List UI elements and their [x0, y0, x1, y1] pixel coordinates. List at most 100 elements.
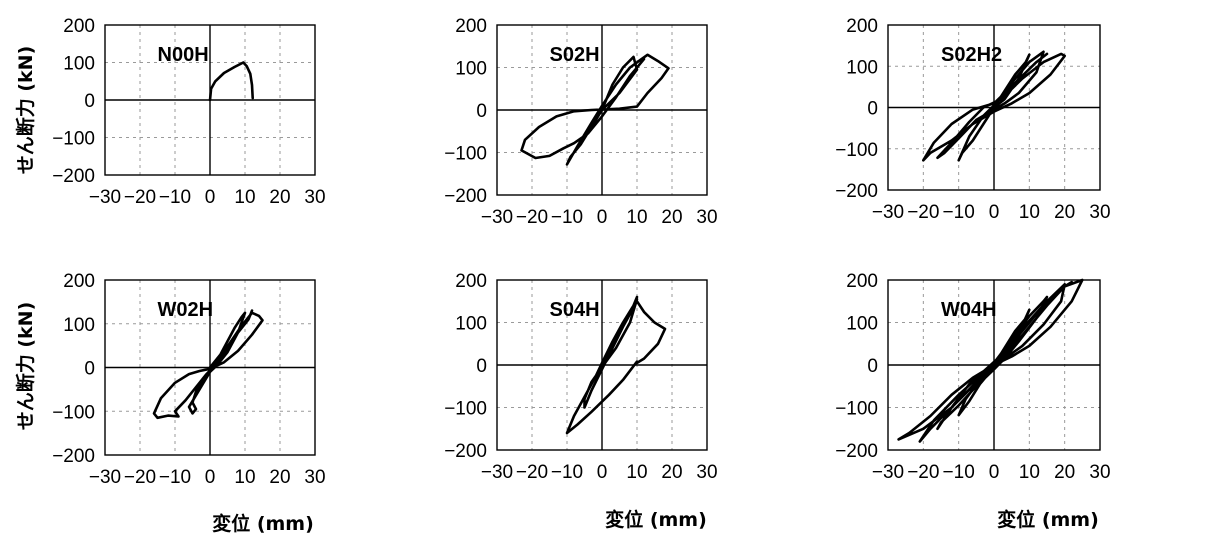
- y-tick-label: 200: [455, 16, 487, 37]
- x-tick-label: −20: [516, 462, 548, 483]
- x-tick-label: −10: [159, 467, 191, 488]
- x-tick-label: 30: [304, 467, 325, 488]
- plot-frame: [887, 24, 1101, 191]
- panel-title: S02H: [550, 44, 600, 66]
- hysteresis-curve: [565, 295, 667, 435]
- x-tick-label: −20: [907, 462, 939, 483]
- x-tick-label: 10: [626, 207, 647, 228]
- x-tick-label: 20: [661, 207, 682, 228]
- x-tick-label: 30: [1089, 202, 1110, 223]
- x-tick-label: −30: [481, 207, 513, 228]
- hysteresis-curve: [208, 61, 254, 102]
- x-tick-label: 0: [989, 462, 1000, 483]
- panel-title: W04H: [941, 299, 997, 321]
- plot-frame: [104, 279, 316, 456]
- x-tick-label: −10: [551, 462, 583, 483]
- y-tick-label: −100: [444, 144, 487, 165]
- x-tick-label: 0: [205, 467, 216, 488]
- x-axis-label-middle: 変位 (mm): [605, 508, 707, 531]
- y-tick-label: 0: [84, 91, 95, 112]
- y-tick-label: 200: [455, 271, 487, 292]
- x-tick-label: −10: [551, 207, 583, 228]
- y-tick-label: −200: [52, 166, 95, 187]
- panel-title: S04H: [550, 299, 600, 321]
- x-tick-label: 20: [269, 187, 290, 208]
- y-tick-label: 100: [455, 59, 487, 80]
- x-tick-label: 10: [626, 462, 647, 483]
- y-tick-label: 100: [846, 57, 878, 78]
- hysteresis-curve: [520, 53, 670, 166]
- plot-frame: [104, 24, 316, 176]
- x-tick-label: 30: [696, 207, 717, 228]
- x-tick-label: −20: [124, 467, 156, 488]
- y-tick-label: −100: [52, 129, 95, 150]
- x-tick-label: 20: [269, 467, 290, 488]
- x-tick-label: 10: [234, 187, 255, 208]
- x-tick-label: −10: [159, 187, 191, 208]
- y-tick-label: −200: [835, 181, 878, 202]
- x-tick-label: 20: [661, 462, 682, 483]
- y-tick-label: −200: [444, 441, 487, 462]
- x-tick-label: 0: [989, 202, 1000, 223]
- x-tick-label: 30: [1089, 462, 1110, 483]
- plot-frame: [887, 279, 1101, 451]
- x-tick-label: 0: [205, 187, 216, 208]
- x-tick-label: 30: [696, 462, 717, 483]
- x-tick-label: 20: [1054, 462, 1075, 483]
- hysteresis-curve: [897, 278, 1084, 443]
- y-tick-label: 0: [867, 99, 878, 120]
- x-tick-label: −30: [89, 467, 121, 488]
- panel-title: W02H: [158, 299, 214, 321]
- x-tick-label: 10: [1019, 202, 1040, 223]
- x-tick-label: −30: [89, 187, 121, 208]
- panel-title: N00H: [158, 44, 209, 66]
- plot-frame: [496, 279, 708, 451]
- x-tick-label: 30: [304, 187, 325, 208]
- hysteresis-curve: [152, 309, 264, 420]
- y-axis-label-top: せん断力 (kN): [14, 46, 37, 175]
- x-tick-label: 10: [234, 467, 255, 488]
- x-tick-label: −20: [907, 202, 939, 223]
- x-tick-label: 0: [597, 207, 608, 228]
- x-axis-label-right: 変位 (mm): [997, 508, 1099, 531]
- y-tick-label: 0: [476, 101, 487, 122]
- y-tick-label: 0: [867, 356, 878, 377]
- x-tick-label: −10: [943, 202, 975, 223]
- y-tick-label: −100: [52, 402, 95, 423]
- x-tick-label: 10: [1019, 462, 1040, 483]
- hysteresis-curve: [922, 50, 1066, 162]
- y-tick-label: 100: [63, 315, 95, 336]
- y-tick-label: 200: [846, 16, 878, 37]
- y-tick-label: 200: [63, 16, 95, 37]
- y-tick-label: −100: [835, 399, 878, 420]
- x-tick-label: −10: [943, 462, 975, 483]
- x-tick-label: −20: [516, 207, 548, 228]
- x-tick-label: −20: [124, 187, 156, 208]
- x-tick-label: 0: [597, 462, 608, 483]
- y-tick-label: 0: [84, 359, 95, 380]
- y-tick-label: −200: [835, 441, 878, 462]
- y-tick-label: 100: [846, 314, 878, 335]
- panel-title: S02H2: [941, 44, 1002, 66]
- y-tick-label: 0: [476, 356, 487, 377]
- y-tick-label: 200: [846, 271, 878, 292]
- x-tick-label: −30: [872, 462, 904, 483]
- y-tick-label: 100: [455, 314, 487, 335]
- x-axis-label-left: 変位 (mm): [212, 512, 314, 535]
- y-tick-label: −200: [52, 446, 95, 467]
- y-tick-label: 200: [63, 271, 95, 292]
- y-tick-label: −100: [444, 399, 487, 420]
- x-tick-label: −30: [872, 202, 904, 223]
- x-tick-label: −30: [481, 462, 513, 483]
- x-tick-label: 20: [1054, 202, 1075, 223]
- plot-frame: [496, 24, 708, 196]
- y-tick-label: 100: [63, 54, 95, 75]
- y-tick-label: −100: [835, 140, 878, 161]
